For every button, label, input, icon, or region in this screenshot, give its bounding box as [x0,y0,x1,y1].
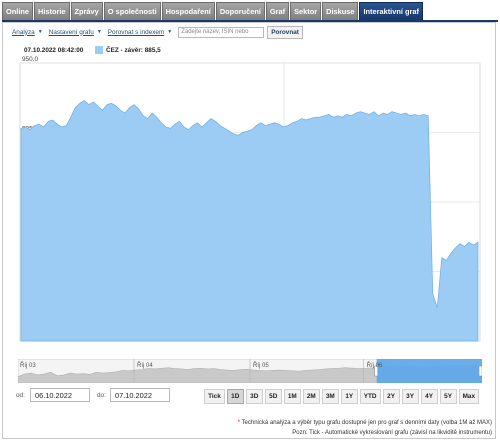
navigator-selection[interactable] [376,359,482,383]
range-button-tick[interactable]: Tick [204,389,225,404]
navigator-day-label: Říj 03 [20,361,36,369]
tab-interaktivní-graf[interactable]: Interaktivní graf [359,2,423,20]
chart-panel [2,22,496,439]
range-button-1m[interactable]: 1M [283,389,301,404]
tab-zprávy[interactable]: Zprávy [70,2,103,20]
range-button-2y[interactable]: 2Y [382,389,400,404]
tab-sektor[interactable]: Sektor [290,2,322,20]
range-button-3m[interactable]: 3M [321,389,339,404]
from-date-input[interactable]: 06.10.2022 [30,388,90,402]
range-button-ytd[interactable]: YTD [359,389,381,404]
range-button-4y[interactable]: 4Y [420,389,438,404]
analysis-link[interactable]: Analýza [12,28,35,36]
to-date-input[interactable]: 07.10.2022 [110,388,170,402]
compare-index-link[interactable]: Porovnat s indexem [107,28,165,36]
footnote-star: * [237,420,240,426]
range-button-max[interactable]: Max [458,389,479,404]
tab-graf[interactable]: Graf [265,2,290,20]
range-button-5d[interactable]: 5D [264,389,282,404]
range-button-1y[interactable]: 1Y [340,389,358,404]
tab-hospodaření[interactable]: Hospodaření [161,2,215,20]
isin-search-input[interactable]: Zadejte název, ISIN nebo [178,26,265,38]
chart-toolbar: Analýza ▼ Nastavení grafu ▼ Porovnat s i… [12,25,303,39]
chart-timestamp: 07.10.2022 08:42:00 [24,47,84,54]
footnote-tick: Pozn: Tick - Automatické vykreslování gr… [292,430,492,436]
tab-underline [2,20,498,22]
y-tick-label: 950,0 [22,56,38,63]
range-button-2m[interactable]: 2M [302,389,320,404]
range-button-5y[interactable]: 5Y [439,389,457,404]
to-label: do: [97,392,106,399]
navigator-day-label: Říj 04 [137,361,153,369]
series-area-cez[interactable] [20,100,479,342]
range-button-3d[interactable]: 3D [245,389,263,404]
navigator-handle-right[interactable] [478,365,482,377]
footnote-technical-analysis: * Technická analýza a výběr typu grafu d… [238,420,492,426]
navigator-day-label: Říj 06 [367,361,383,369]
tab-doporučení[interactable]: Doporučení [215,2,265,20]
chart-settings-link[interactable]: Nastavení grafu [48,28,94,36]
range-button-1d[interactable]: 1D [226,389,244,404]
tab-online[interactable]: Online [2,2,33,20]
range-button-3y[interactable]: 3Y [401,389,419,404]
tab-historie[interactable]: Historie [34,2,70,20]
chevron-down-icon[interactable]: ▼ [167,29,173,35]
tab-diskuse[interactable]: Diskuse [322,2,359,20]
y-tick-label: 925,0 [22,126,38,133]
navigator-day-label: Říj 05 [253,361,269,369]
chevron-down-icon[interactable]: ▼ [37,29,43,35]
chevron-down-icon[interactable]: ▼ [96,29,102,35]
navigator-handle-left[interactable] [374,365,378,377]
tab-o-společnosti[interactable]: O společnosti [103,2,161,20]
from-label: od: [16,392,25,399]
legend-label[interactable]: ČEZ - závěr: 885,5 [106,47,161,54]
range-navigator[interactable]: Říj 03 Říj 04 Říj 05 Říj 06 [18,359,482,383]
tab-bar: Online Historie Zprávy O společnosti Hospoda… [2,2,423,20]
compare-button[interactable]: Porovnat [267,25,303,39]
footnote-text-1: Technická analýza a výběr typu grafu dos… [241,420,492,426]
range-selector: Tick 1D 3D 5D 1M 2M 3M 1Y YTD 2Y 3Y 4Y 5Y Max [204,389,479,404]
legend-color-swatch [95,46,103,54]
